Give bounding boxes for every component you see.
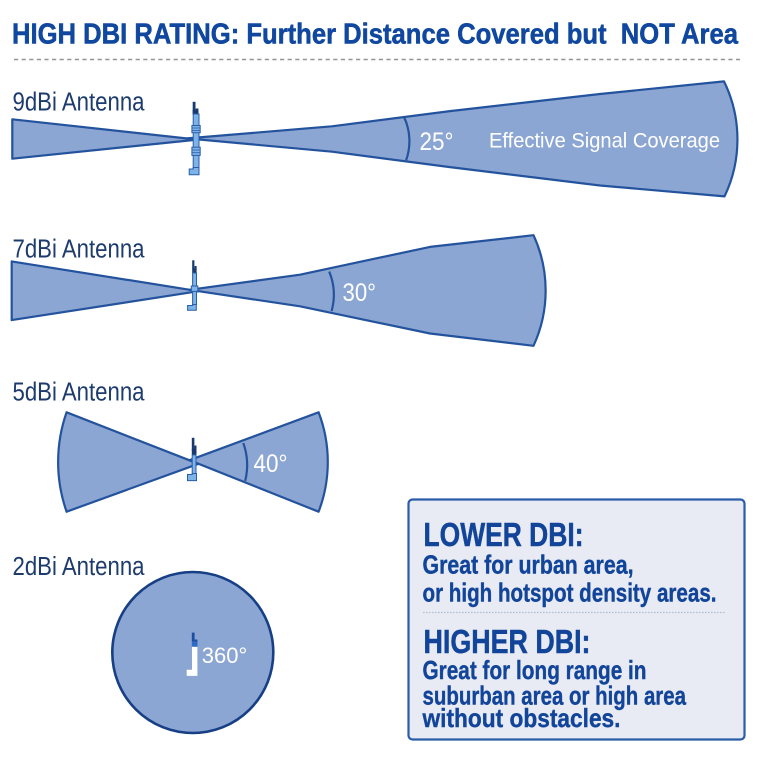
svg-text:Great for long range in: Great for long range in <box>423 655 647 685</box>
svg-text:HIGHER DBI:: HIGHER DBI: <box>424 623 591 660</box>
svg-text:suburban area or high area: suburban area or high area <box>423 680 687 710</box>
svg-text:LOWER DBI:: LOWER DBI: <box>424 516 584 553</box>
svg-text:30°: 30° <box>343 279 377 307</box>
svg-text:Great for urban area,: Great for urban area, <box>423 550 634 580</box>
svg-text:HIGH DBI RATING: Further Dista: HIGH DBI RATING: Further Distance Covere… <box>12 19 739 51</box>
svg-text:or high hotspot density areas.: or high hotspot density areas. <box>423 578 717 608</box>
svg-text:without obstacles.: without obstacles. <box>422 703 621 733</box>
svg-text:40°: 40° <box>254 450 288 478</box>
svg-text:5dBi Antenna: 5dBi Antenna <box>13 379 146 407</box>
svg-text:7dBi Antenna: 7dBi Antenna <box>13 236 146 264</box>
svg-text:9dBi Antenna: 9dBi Antenna <box>13 88 146 116</box>
svg-text:360°: 360° <box>202 643 248 668</box>
svg-text:2dBi Antenna: 2dBi Antenna <box>13 553 146 581</box>
svg-text:25°: 25° <box>420 128 454 156</box>
svg-text:Effective Signal Coverage: Effective Signal Coverage <box>489 129 720 153</box>
